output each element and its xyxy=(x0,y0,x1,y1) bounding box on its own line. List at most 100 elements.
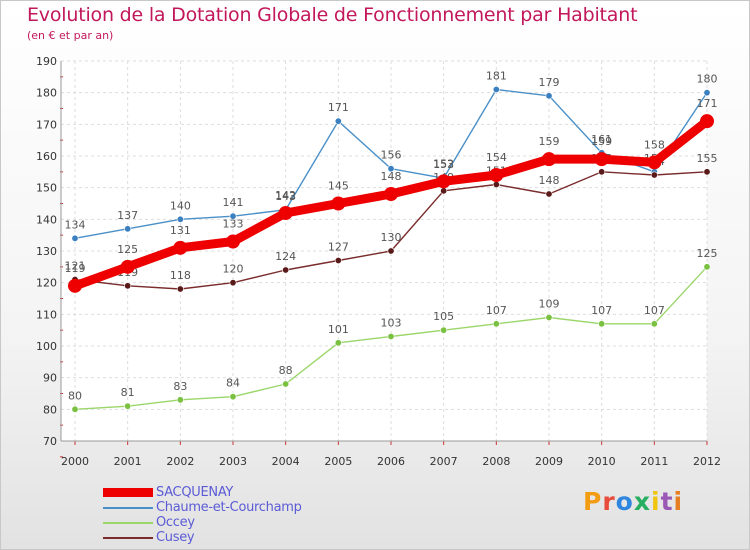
data-point-cusey xyxy=(492,181,500,189)
data-point-chaume-et-courchamp xyxy=(176,215,184,223)
data-label-sacquenay: 125 xyxy=(117,243,138,256)
data-label-occey: 84 xyxy=(226,377,240,390)
data-label-occey: 80 xyxy=(68,389,82,402)
data-label-occey: 125 xyxy=(697,247,718,260)
x-tick-label: 2008 xyxy=(482,455,510,468)
x-tick-label: 2006 xyxy=(377,455,405,468)
data-label-chaume-et-courchamp: 153 xyxy=(433,158,454,171)
y-tick-label: 140 xyxy=(36,213,57,226)
data-label-occey: 107 xyxy=(644,304,665,317)
data-point-occey xyxy=(492,320,500,328)
data-point-occey xyxy=(545,313,553,321)
data-point-sacquenay xyxy=(278,206,293,220)
legend-swatch xyxy=(103,488,153,497)
legend-label: Cusey xyxy=(156,530,195,545)
x-tick-label: 2003 xyxy=(219,455,247,468)
data-point-cusey xyxy=(703,168,711,176)
data-label-sacquenay: 119 xyxy=(65,262,86,275)
data-point-sacquenay xyxy=(594,152,609,167)
data-point-occey xyxy=(229,393,237,401)
y-tick-label: 70 xyxy=(43,435,57,448)
logo-letter: i xyxy=(673,487,684,516)
chart-title: Evolution de la Dotation Globale de Fonc… xyxy=(27,4,638,26)
x-tick-label: 2005 xyxy=(324,455,352,468)
data-label-cusey: 124 xyxy=(275,250,296,263)
y-tick-label: 160 xyxy=(36,150,57,163)
data-label-occey: 81 xyxy=(121,386,135,399)
data-label-chaume-et-courchamp: 171 xyxy=(328,101,349,114)
data-point-sacquenay xyxy=(173,240,188,255)
data-label-sacquenay: 171 xyxy=(697,97,718,110)
data-point-occey xyxy=(650,320,658,328)
data-label-cusey: 118 xyxy=(170,269,191,282)
data-label-sacquenay: 154 xyxy=(486,151,507,164)
logo-letter: r xyxy=(602,487,616,516)
data-point-cusey xyxy=(387,247,395,255)
legend-swatch xyxy=(103,507,153,509)
data-label-occey: 107 xyxy=(486,304,507,317)
data-point-occey xyxy=(440,326,448,334)
data-label-cusey: 120 xyxy=(223,263,244,276)
data-label-chaume-et-courchamp: 141 xyxy=(223,196,244,209)
data-label-chaume-et-courchamp: 181 xyxy=(486,70,507,83)
data-point-occey xyxy=(124,402,132,410)
data-label-occey: 105 xyxy=(433,310,454,323)
data-label-chaume-et-courchamp: 140 xyxy=(170,199,191,212)
data-point-sacquenay xyxy=(700,114,714,129)
data-point-sacquenay xyxy=(331,196,346,211)
data-label-sacquenay: 148 xyxy=(381,170,402,183)
data-label-cusey: 148 xyxy=(539,174,560,187)
x-tick-label: 2007 xyxy=(430,455,458,468)
data-label-sacquenay: 158 xyxy=(644,138,665,151)
data-label-chaume-et-courchamp: 134 xyxy=(65,218,86,231)
y-tick-label: 100 xyxy=(36,340,57,353)
legend-swatch xyxy=(103,522,153,524)
data-point-sacquenay xyxy=(120,259,135,274)
x-tick-label: 2001 xyxy=(114,455,142,468)
data-point-occey xyxy=(282,380,290,388)
data-point-chaume-et-courchamp xyxy=(492,86,500,94)
data-point-cusey xyxy=(440,187,448,195)
x-tick-label: 2002 xyxy=(166,455,194,468)
data-point-sacquenay xyxy=(489,168,504,182)
data-label-chaume-et-courchamp: 161 xyxy=(591,133,612,146)
data-label-occey: 88 xyxy=(279,364,293,377)
data-point-chaume-et-courchamp xyxy=(387,165,395,173)
x-tick-label: 2012 xyxy=(693,455,721,468)
data-label-chaume-et-courchamp: 143 xyxy=(275,190,296,203)
data-point-sacquenay xyxy=(384,187,398,201)
data-label-chaume-et-courchamp: 156 xyxy=(381,149,402,162)
y-tick-label: 130 xyxy=(36,245,57,258)
legend-label: Chaume-et-Courchamp xyxy=(156,500,302,515)
data-label-cusey: 155 xyxy=(697,152,718,165)
data-point-cusey xyxy=(282,266,290,274)
data-point-sacquenay xyxy=(647,155,662,170)
x-tick-label: 2009 xyxy=(535,455,563,468)
data-point-cusey xyxy=(598,168,606,176)
data-point-chaume-et-courchamp xyxy=(545,92,553,100)
y-tick-label: 170 xyxy=(36,118,57,131)
data-label-sacquenay: 131 xyxy=(170,224,191,237)
data-label-sacquenay: 159 xyxy=(591,135,612,148)
data-point-chaume-et-courchamp xyxy=(124,225,132,233)
x-tick-label: 2000 xyxy=(61,455,89,468)
y-tick-label: 120 xyxy=(36,277,57,290)
logo-letter: o xyxy=(615,487,634,516)
data-label-occey: 103 xyxy=(381,317,402,330)
data-point-cusey xyxy=(334,256,342,264)
legend-swatch xyxy=(103,537,153,539)
logo-letter: P xyxy=(583,487,603,516)
data-point-cusey xyxy=(229,279,237,287)
data-label-chaume-et-courchamp: 137 xyxy=(117,209,138,222)
proxiti-logo: Proxiti xyxy=(583,487,683,516)
y-tick-label: 150 xyxy=(36,182,57,195)
data-point-chaume-et-courchamp xyxy=(334,117,342,125)
x-tick-label: 2010 xyxy=(588,455,616,468)
data-label-sacquenay: 159 xyxy=(539,135,560,148)
data-point-sacquenay xyxy=(68,278,82,293)
data-point-chaume-et-courchamp xyxy=(71,234,79,242)
data-label-cusey: 127 xyxy=(328,241,349,254)
legend-label: Occey xyxy=(156,515,195,530)
